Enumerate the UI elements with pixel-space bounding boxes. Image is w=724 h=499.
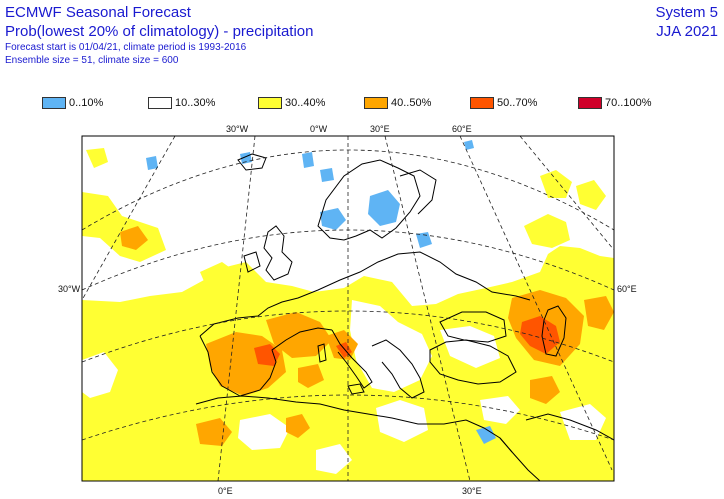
legend-swatch bbox=[470, 97, 494, 109]
lon-label-top: 30°W bbox=[226, 124, 249, 134]
season-label: JJA 2021 bbox=[656, 23, 718, 40]
ensemble-size-text: Ensemble size = 51, climate size = 600 bbox=[5, 55, 179, 66]
lon-label-left: 30°W bbox=[58, 284, 81, 294]
legend-label: 50..70% bbox=[497, 97, 538, 109]
graticule bbox=[82, 136, 614, 481]
legend-swatch bbox=[578, 97, 602, 109]
legend-item-0-10: 0..10% bbox=[42, 96, 103, 110]
lon-label-top: 0°W bbox=[310, 124, 328, 134]
legend-swatch bbox=[258, 97, 282, 109]
forecast-start-text: Forecast start is 01/04/21, climate peri… bbox=[5, 42, 247, 53]
lon-label-bottom: 0°E bbox=[218, 486, 233, 496]
legend-item-50-70: 50..70% bbox=[470, 96, 537, 110]
legend-item-30-40: 30..40% bbox=[258, 96, 325, 110]
legend-swatch bbox=[42, 97, 66, 109]
coastlines bbox=[195, 153, 614, 481]
legend-item-10-30: 10..30% bbox=[148, 96, 215, 110]
probability-10-30-areas bbox=[82, 300, 606, 474]
legend-label: 40..50% bbox=[391, 97, 432, 109]
legend-item-40-50: 40..50% bbox=[364, 96, 431, 110]
legend-label: 30..40% bbox=[285, 97, 326, 109]
legend-label: 0..10% bbox=[69, 97, 104, 109]
lon-label-top: 60°E bbox=[452, 124, 472, 134]
probability-40-50-areas bbox=[120, 226, 614, 446]
lon-label-top: 30°E bbox=[370, 124, 390, 134]
map-content bbox=[82, 136, 614, 481]
legend: 0..10% 10..30% 30..40% 40..50% 50..70% 7… bbox=[0, 96, 724, 114]
probability-0-10-areas bbox=[146, 140, 496, 444]
legend-label: 70..100% bbox=[605, 97, 652, 109]
legend-swatch bbox=[364, 97, 388, 109]
map-subtitle: Prob(lowest 20% of climatology) - precip… bbox=[5, 23, 314, 40]
legend-label: 10..30% bbox=[175, 97, 216, 109]
lon-label-bottom: 30°E bbox=[462, 486, 482, 496]
lon-label-right: 60°E bbox=[617, 284, 637, 294]
map-title: ECMWF Seasonal Forecast bbox=[5, 4, 191, 21]
map-frame bbox=[81, 135, 615, 482]
legend-swatch bbox=[148, 97, 172, 109]
header-right: System 5 JJA 2021 bbox=[655, 3, 718, 41]
legend-item-70-100: 70..100% bbox=[578, 96, 651, 110]
header-left: ECMWF Seasonal Forecast Prob(lowest 20% … bbox=[5, 3, 313, 67]
system-label: System 5 bbox=[655, 4, 718, 21]
